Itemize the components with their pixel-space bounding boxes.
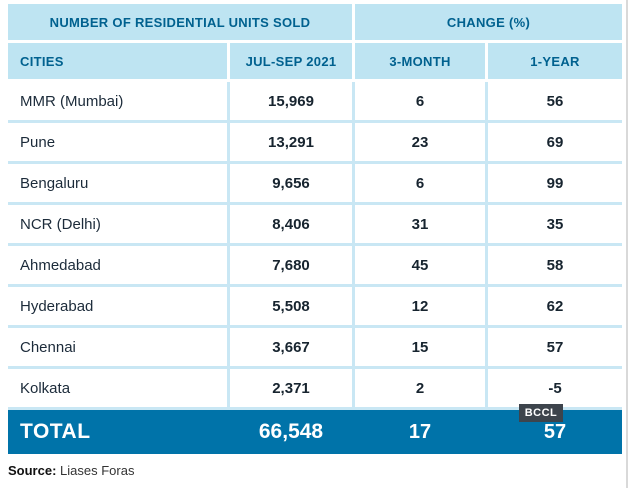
table-row: NCR (Delhi) 8,406 31 35 — [8, 205, 622, 243]
change-1-year: -5 — [488, 369, 622, 407]
table-row: Kolkata 2,371 2 -5 — [8, 369, 622, 407]
change-3-month: 2 — [355, 369, 485, 407]
source-note: Source: Liases Foras — [8, 463, 620, 478]
change-1-year: 69 — [488, 123, 622, 161]
units-value: 2,371 — [230, 369, 352, 407]
change-1-year: 62 — [488, 287, 622, 325]
column-header-jul-sep-2021: JUL-SEP 2021 — [230, 43, 352, 79]
table-row: Chennai 3,667 15 57 — [8, 328, 622, 366]
change-3-month: 15 — [355, 328, 485, 366]
units-value: 5,508 — [230, 287, 352, 325]
city-name: Hyderabad — [8, 287, 227, 325]
units-value: 15,969 — [230, 82, 352, 120]
city-name: MMR (Mumbai) — [8, 82, 227, 120]
column-header-1-year: 1-YEAR — [488, 43, 622, 79]
change-3-month: 12 — [355, 287, 485, 325]
change-3-month: 6 — [355, 82, 485, 120]
source-value: Liases Foras — [60, 463, 135, 478]
change-1-year: 58 — [488, 246, 622, 284]
city-name: Ahmedabad — [8, 246, 227, 284]
column-header-row: CITIES JUL-SEP 2021 3-MONTH 1-YEAR — [8, 43, 622, 79]
column-header-cities: CITIES — [8, 43, 227, 79]
source-label: Source: — [8, 463, 57, 478]
change-1-year: 56 — [488, 82, 622, 120]
change-1-year: 57 — [488, 328, 622, 366]
units-value: 9,656 — [230, 164, 352, 202]
units-sold-table: NUMBER OF RESIDENTIAL UNITS SOLD CHANGE … — [8, 4, 622, 454]
city-name: Bengaluru — [8, 164, 227, 202]
units-value: 3,667 — [230, 328, 352, 366]
table-row: Bengaluru 9,656 6 99 — [8, 164, 622, 202]
change-3-month: 31 — [355, 205, 485, 243]
change-3-month: 45 — [355, 246, 485, 284]
units-value: 8,406 — [230, 205, 352, 243]
city-name: Kolkata — [8, 369, 227, 407]
group-header-units-sold: NUMBER OF RESIDENTIAL UNITS SOLD — [8, 4, 352, 40]
change-1-year: 99 — [488, 164, 622, 202]
units-value: 7,680 — [230, 246, 352, 284]
total-units-value: 66,548 — [258, 420, 324, 443]
units-value: 13,291 — [230, 123, 352, 161]
group-header-row: NUMBER OF RESIDENTIAL UNITS SOLD CHANGE … — [8, 4, 622, 40]
bccl-watermark: BCCL — [519, 404, 563, 422]
change-3-month: 6 — [355, 164, 485, 202]
change-3-month: 23 — [355, 123, 485, 161]
table-row: Hyderabad 5,508 12 62 — [8, 287, 622, 325]
city-name: Chennai — [8, 328, 227, 366]
city-name: Pune — [8, 123, 227, 161]
table-row: MMR (Mumbai) 15,969 6 56 — [8, 82, 622, 120]
table-body: MMR (Mumbai) 15,969 6 56 Pune 13,291 23 … — [8, 82, 622, 410]
table-row: Pune 13,291 23 69 — [8, 123, 622, 161]
table-row: Ahmedabad 7,680 45 58 — [8, 246, 622, 284]
group-header-change-pct: CHANGE (%) — [355, 4, 622, 40]
column-header-3-month: 3-MONTH — [355, 43, 485, 79]
city-name: NCR (Delhi) — [8, 205, 227, 243]
total-change-3-month: 17 — [408, 420, 432, 443]
change-1-year: 35 — [488, 205, 622, 243]
total-change-1-year: 57 — [543, 420, 567, 443]
total-label: TOTAL — [20, 420, 91, 443]
